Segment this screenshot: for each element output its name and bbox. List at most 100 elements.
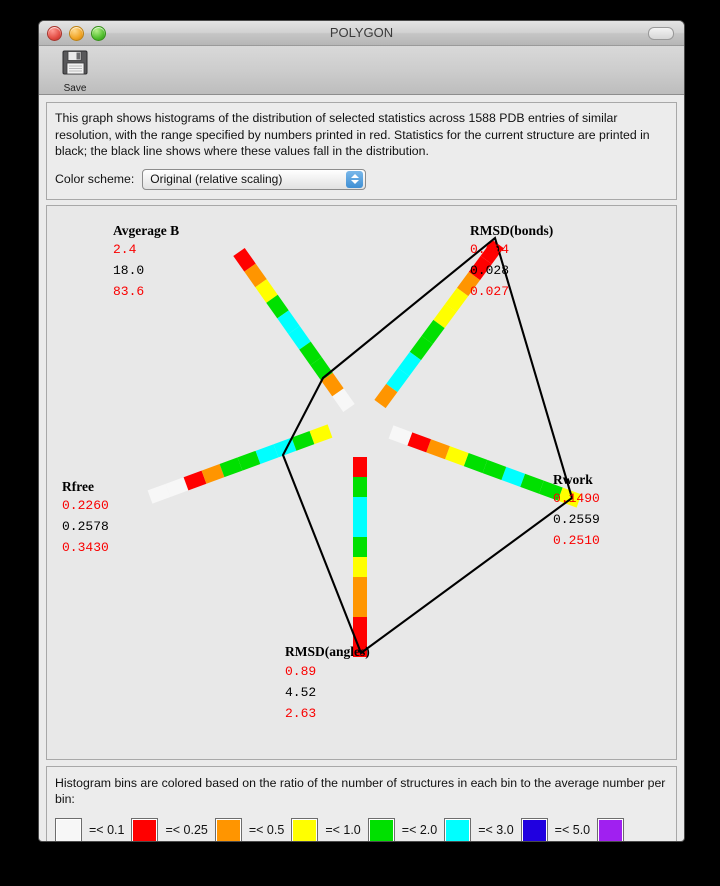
window-titlebar[interactable]: POLYGON bbox=[39, 21, 684, 46]
axis-current-rfree: 0.2578 bbox=[62, 518, 109, 534]
histogram-bin-4-4 bbox=[219, 456, 243, 477]
histogram-bin-3-5 bbox=[353, 536, 367, 557]
histogram-bin-1-6 bbox=[409, 335, 433, 360]
save-button-label: Save bbox=[63, 83, 87, 94]
resize-handle-icon[interactable] bbox=[662, 838, 675, 842]
axis-max-rmsd-bonds: 0.027 bbox=[470, 283, 510, 299]
histogram-bin-4-5 bbox=[237, 450, 261, 471]
floppy-disk-icon bbox=[60, 48, 90, 82]
histogram-bin-3-8 bbox=[353, 476, 367, 497]
axis-histogram-bars bbox=[147, 239, 582, 657]
histogram-bin-3-9 bbox=[353, 456, 367, 477]
legend-swatch-4 bbox=[367, 817, 395, 841]
histogram-bin-0-1 bbox=[244, 263, 267, 287]
histogram-bin-2-0 bbox=[557, 487, 582, 508]
histogram-bin-3-4 bbox=[353, 556, 367, 577]
histogram-bin-2-7 bbox=[426, 438, 450, 459]
histogram-bin-4-1 bbox=[165, 476, 189, 497]
axis-min-rmsd-angles: 0.89 bbox=[285, 663, 317, 679]
histogram-bin-2-1 bbox=[538, 480, 563, 501]
legend-swatch-6 bbox=[520, 817, 548, 841]
axis-max-rwork: 0.2510 bbox=[553, 532, 600, 548]
histogram-bin-4-2 bbox=[183, 470, 207, 490]
legend-swatch-label-4: =< 2.0 bbox=[401, 823, 438, 837]
window-traffic-lights bbox=[47, 26, 106, 41]
legend-swatch-label-6: =< 5.0 bbox=[554, 823, 591, 837]
color-scheme-value: Original (relative scaling) bbox=[150, 172, 283, 186]
histogram-bin-0-9 bbox=[332, 387, 355, 412]
polygon-graph-panel: Avgerage B 2.4 18.0 83.6 RMSD(bonds) 0.0… bbox=[46, 204, 677, 760]
polygon-radar-chart bbox=[147, 235, 582, 657]
axis-current-rmsd-bonds: 0.028 bbox=[470, 262, 510, 278]
histogram-bin-1-2 bbox=[456, 271, 481, 296]
histogram-bin-1-5 bbox=[421, 319, 445, 344]
legend-swatch-label-3: =< 1.0 bbox=[325, 823, 361, 837]
axis-label-rwork: Rwork bbox=[553, 471, 593, 487]
histogram-bin-2-9 bbox=[388, 424, 413, 445]
histogram-bin-3-1 bbox=[353, 616, 367, 637]
axis-min-rmsd-bonds: 0.004 bbox=[470, 241, 510, 257]
histogram-bin-0-8 bbox=[321, 372, 344, 396]
histogram-bin-2-3 bbox=[501, 466, 526, 487]
chevron-updown-icon[interactable] bbox=[346, 170, 364, 188]
legend-swatch-label-2: =< 0.5 bbox=[248, 823, 285, 837]
histogram-bin-0-3 bbox=[266, 294, 289, 318]
histogram-bin-1-3 bbox=[445, 287, 469, 312]
histogram-bin-4-3 bbox=[201, 463, 225, 484]
minimize-button-icon[interactable] bbox=[69, 26, 84, 41]
legend-swatch-7 bbox=[597, 817, 625, 841]
color-scheme-select[interactable]: Original (relative scaling) bbox=[142, 168, 367, 190]
axis-min-rwork: 0.1490 bbox=[553, 490, 600, 506]
histogram-bin-0-2 bbox=[255, 278, 278, 303]
color-scheme-label: Color scheme: bbox=[55, 172, 135, 186]
histogram-bin-2-8 bbox=[407, 431, 432, 452]
axis-current-rwork: 0.2559 bbox=[553, 511, 600, 527]
histogram-bin-3-7 bbox=[353, 496, 367, 517]
histogram-bin-4-7 bbox=[273, 437, 297, 457]
histogram-bin-0-5 bbox=[288, 325, 311, 350]
save-button[interactable]: Save bbox=[51, 48, 99, 94]
window-toolbar: Save bbox=[39, 46, 684, 95]
histogram-bin-3-3 bbox=[353, 576, 367, 597]
legend-swatch-5 bbox=[444, 817, 472, 841]
legend-description: Histogram bins are colored based on the … bbox=[55, 775, 666, 807]
histogram-bin-4-9 bbox=[309, 423, 333, 444]
histogram-bin-4-6 bbox=[255, 443, 279, 464]
axis-label-rmsd-bonds: RMSD(bonds) bbox=[470, 222, 554, 238]
histogram-bin-3-6 bbox=[353, 516, 367, 537]
axis-min-avgerage-b: 2.4 bbox=[113, 241, 137, 257]
histogram-bin-1-9 bbox=[374, 383, 398, 408]
axis-max-avgerage-b: 83.6 bbox=[113, 283, 145, 299]
legend-swatch-label-5: =< 3.0 bbox=[478, 823, 514, 837]
legend-swatch-1 bbox=[131, 817, 159, 841]
toolbar-toggle-button[interactable] bbox=[648, 27, 674, 40]
description-panel: This graph shows histograms of the distr… bbox=[46, 102, 677, 200]
histogram-bin-1-7 bbox=[397, 351, 422, 376]
close-button-icon[interactable] bbox=[47, 26, 62, 41]
legend-swatch-3 bbox=[291, 817, 319, 841]
histogram-bin-4-8 bbox=[291, 430, 315, 451]
window-title: POLYGON bbox=[329, 25, 394, 40]
legend-swatch-label-0: =< 0.1 bbox=[89, 823, 125, 837]
axis-current-rmsd-angles: 4.52 bbox=[285, 684, 317, 700]
color-scheme-row: Color scheme: Original (relative scaling… bbox=[55, 168, 668, 190]
histogram-bin-3-2 bbox=[353, 596, 367, 617]
axis-min-rfree: 0.2260 bbox=[62, 497, 109, 513]
histogram-bin-1-8 bbox=[386, 367, 410, 392]
axis-max-rmsd-angles: 2.63 bbox=[285, 705, 317, 721]
histogram-bin-4-0 bbox=[147, 483, 171, 504]
histogram-bin-1-4 bbox=[433, 303, 457, 328]
description-text: This graph shows histograms of the distr… bbox=[55, 111, 650, 158]
histogram-bin-0-4 bbox=[277, 309, 300, 334]
legend-swatch-0 bbox=[55, 817, 82, 841]
axis-max-rfree: 0.3430 bbox=[62, 539, 109, 555]
polygon-window: POLYGON Save bbox=[38, 20, 685, 842]
legend-swatch-row: =< 0.1 =< 0.25 =< 0.5 =< 1.0 =< 2.0 =< 3.0 =< … bbox=[55, 817, 668, 841]
zoom-button-icon[interactable] bbox=[91, 26, 106, 41]
legend-swatch-2 bbox=[214, 817, 242, 841]
histogram-bin-2-6 bbox=[444, 445, 469, 466]
axis-label-avgerage-b: Avgerage B bbox=[113, 222, 180, 238]
axis-label-rfree: Rfree bbox=[62, 478, 94, 494]
legend-swatch-label-1: =< 0.25 bbox=[165, 823, 208, 837]
